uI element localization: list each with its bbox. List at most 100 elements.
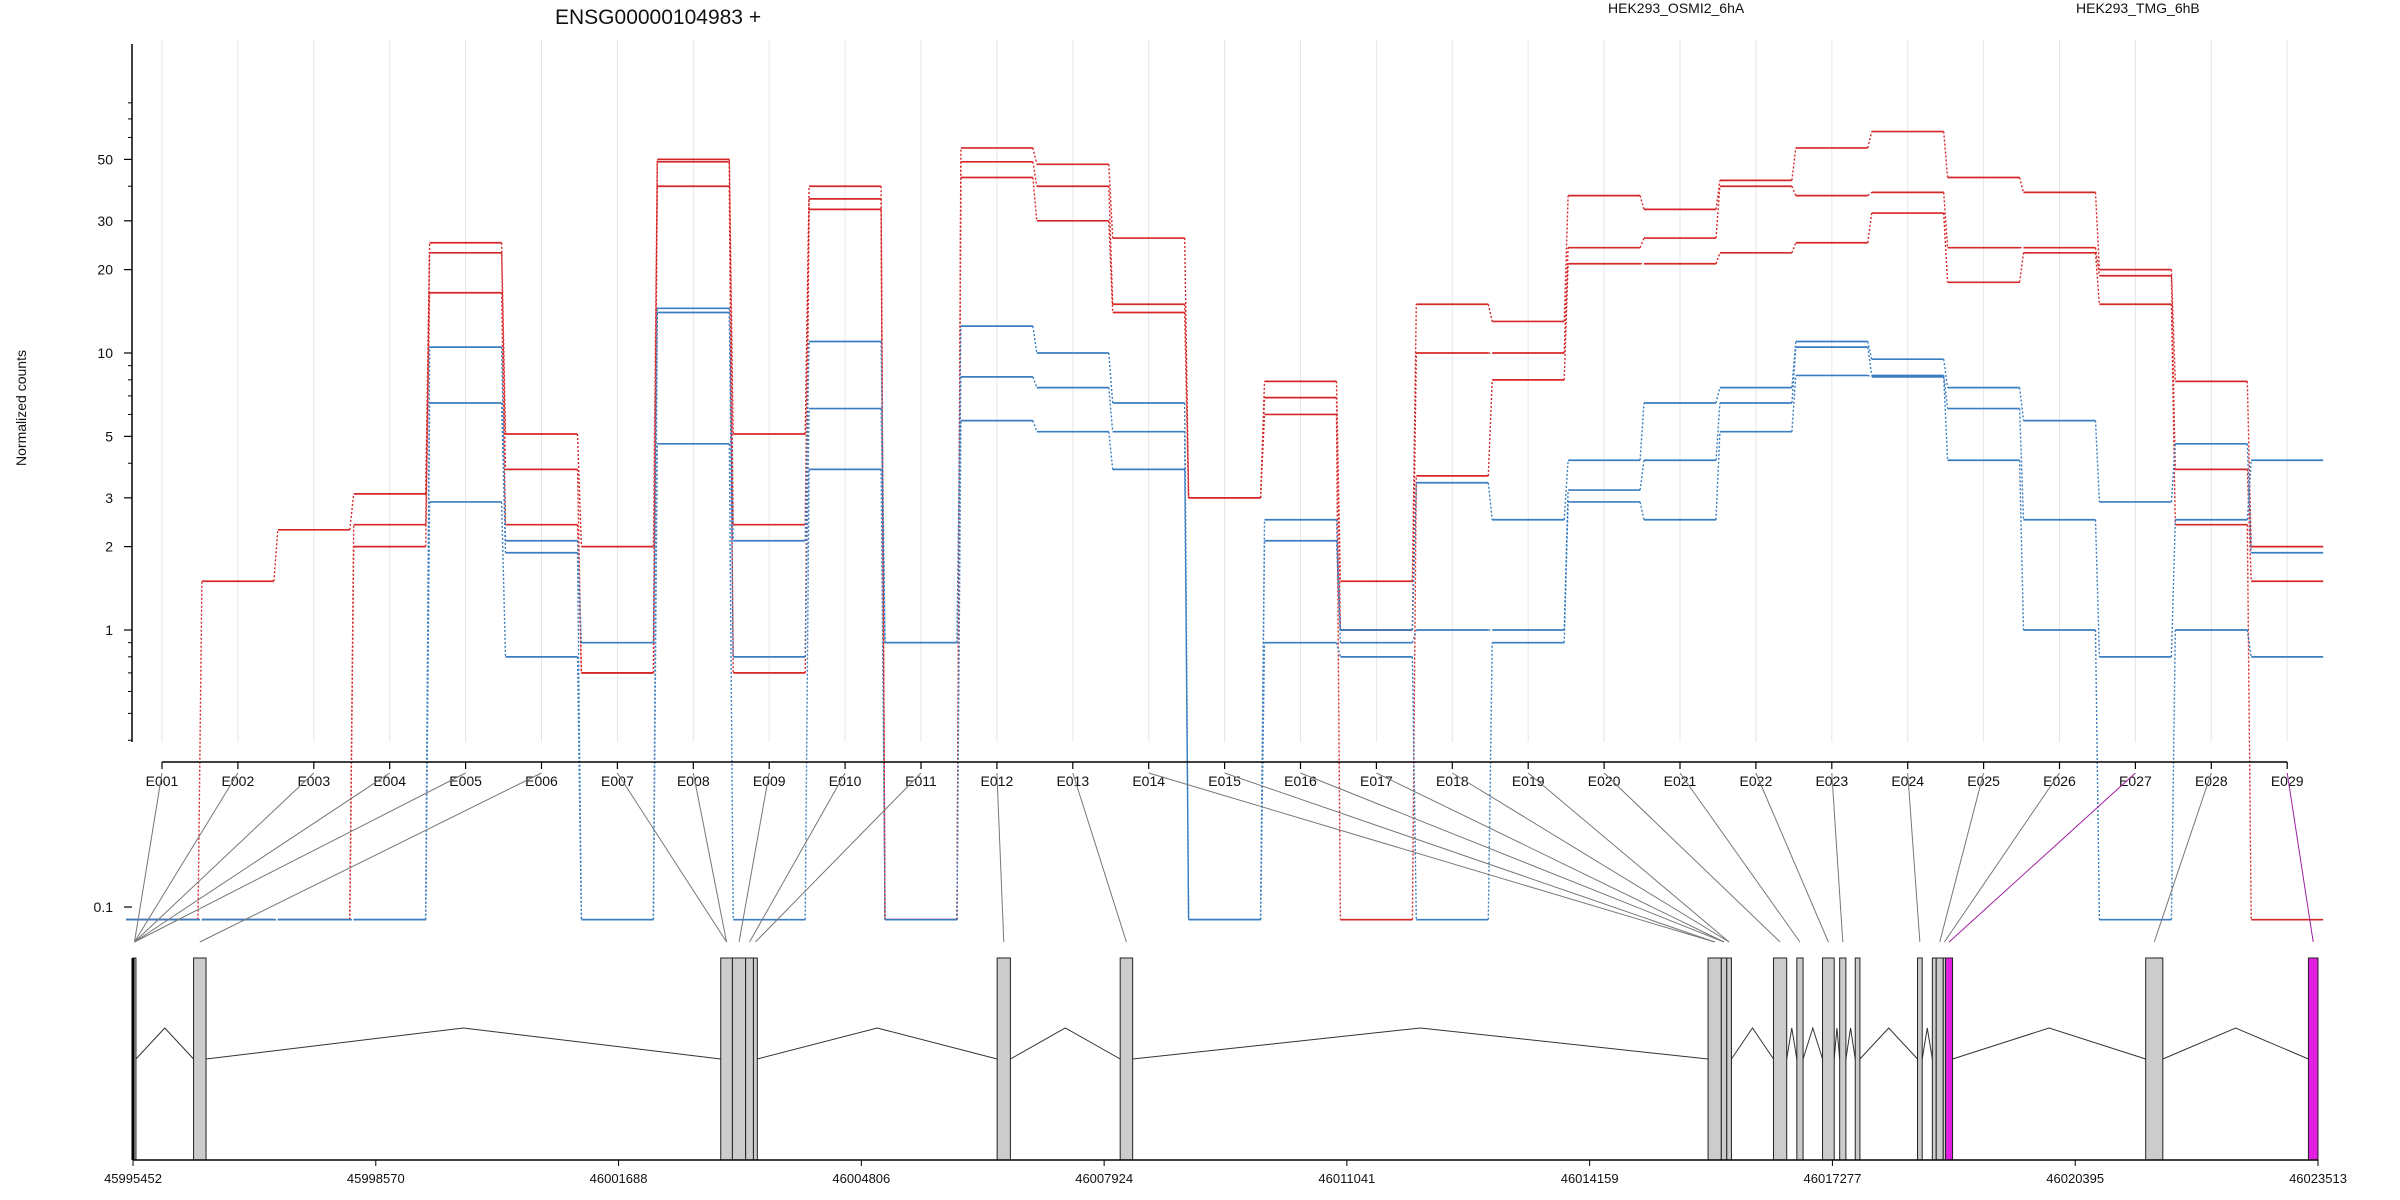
series-connector bbox=[1867, 341, 1873, 360]
series-connector bbox=[1487, 482, 1493, 520]
exon bbox=[193, 957, 207, 1161]
intron bbox=[1132, 1027, 1709, 1060]
gene-model bbox=[131, 957, 2319, 1161]
exon-bin-label: E015 bbox=[1208, 773, 1241, 789]
series-connector bbox=[2170, 269, 2176, 382]
series-connector bbox=[2170, 443, 2176, 502]
intron bbox=[1952, 1027, 2146, 1060]
series-connector bbox=[1943, 131, 1949, 178]
series-connector bbox=[1943, 359, 1949, 388]
series-connector bbox=[652, 443, 658, 920]
series-connector bbox=[1032, 147, 1038, 165]
coord-tick-label: 46023513 bbox=[2289, 1171, 2347, 1186]
series-connector bbox=[804, 341, 810, 541]
series-connector bbox=[2246, 460, 2252, 520]
exon-bin-label: E017 bbox=[1360, 773, 1393, 789]
series-connector bbox=[2018, 252, 2025, 283]
bin-link bbox=[134, 772, 390, 943]
exon bbox=[720, 957, 733, 1161]
gridlines bbox=[161, 40, 2288, 742]
y-axis: 0.1 1 2 3 5 10 20 30 50 bbox=[94, 44, 133, 915]
series-connector bbox=[1032, 326, 1038, 354]
exon-bin-label: E028 bbox=[2195, 773, 2228, 789]
intron bbox=[1859, 1027, 1918, 1060]
bin-link bbox=[1072, 772, 1127, 943]
exon bbox=[1726, 957, 1732, 1161]
chart-title: ENSG00000104983 + bbox=[555, 6, 761, 29]
exon-bin-label: E001 bbox=[146, 773, 179, 789]
intron bbox=[135, 1027, 194, 1060]
series-connector bbox=[804, 186, 810, 435]
series-connector bbox=[1639, 402, 1645, 461]
y-tick-label: 10 bbox=[97, 345, 113, 361]
series-connector bbox=[425, 501, 431, 920]
bin-link bbox=[1755, 772, 1829, 943]
exon-bin-label: E022 bbox=[1740, 773, 1773, 789]
exon-bin-label: E026 bbox=[2043, 773, 2076, 789]
series-connector bbox=[2018, 460, 2025, 631]
series-connector bbox=[2246, 524, 2252, 920]
coord-tick-label: 46014159 bbox=[1561, 1171, 1619, 1186]
series-connector bbox=[1791, 341, 1797, 388]
series-connector bbox=[1411, 656, 1417, 920]
exon bbox=[1707, 957, 1722, 1161]
intron bbox=[1921, 1027, 1933, 1060]
y-tick-label: 20 bbox=[97, 262, 113, 278]
bin-link bbox=[1948, 772, 2136, 943]
exon-bin-label: E027 bbox=[2119, 773, 2152, 789]
series-connector bbox=[1791, 185, 1797, 196]
series-connector bbox=[500, 402, 507, 553]
bin-link bbox=[1939, 772, 1985, 943]
series-connector bbox=[1259, 414, 1266, 498]
series-connector bbox=[956, 177, 962, 920]
bin-link bbox=[1224, 772, 1715, 943]
series-connector bbox=[1259, 397, 1266, 498]
exon bbox=[1796, 957, 1804, 1161]
series-connector bbox=[804, 408, 810, 657]
y-tick-label: 1 bbox=[105, 622, 113, 638]
exon bbox=[745, 957, 754, 1161]
series-connector bbox=[1411, 482, 1417, 631]
exon bbox=[1720, 957, 1728, 1161]
series-connector bbox=[1791, 242, 1797, 254]
series-connector bbox=[1487, 304, 1493, 322]
exon-bin-label: E019 bbox=[1512, 773, 1545, 789]
bin-to-exon-links bbox=[133, 772, 2314, 943]
intron bbox=[1833, 1027, 1841, 1060]
intron bbox=[205, 1027, 721, 1060]
bin-link bbox=[134, 772, 466, 943]
series-connector bbox=[728, 443, 734, 920]
bin-link bbox=[616, 772, 727, 943]
series-connector bbox=[1639, 237, 1645, 248]
bin-link bbox=[1527, 772, 1730, 943]
intron bbox=[1802, 1026, 1824, 1060]
exon-bin-label: E006 bbox=[525, 773, 558, 789]
series-connector bbox=[804, 469, 810, 920]
exon bbox=[1935, 957, 1944, 1161]
bin-link bbox=[1148, 772, 1715, 943]
series-lines bbox=[126, 130, 2324, 921]
exon-bin-label: E029 bbox=[2271, 773, 2304, 789]
intron bbox=[2162, 1027, 2309, 1060]
series-connector bbox=[1184, 238, 1190, 498]
exon bbox=[996, 957, 1011, 1161]
series-connector bbox=[1639, 195, 1645, 210]
bin-link bbox=[2153, 772, 2212, 943]
series-connector bbox=[2018, 408, 2025, 520]
series-connector bbox=[2018, 177, 2025, 193]
series-connector bbox=[1487, 642, 1493, 920]
series-connector bbox=[728, 186, 734, 673]
bin-link bbox=[134, 772, 239, 943]
y-axis-label: Normalized counts bbox=[13, 350, 29, 466]
coord-tick-label: 45998570 bbox=[347, 1171, 405, 1186]
series-connector bbox=[576, 540, 583, 643]
series-connector bbox=[2170, 304, 2176, 525]
series-connector bbox=[1032, 177, 1038, 221]
series-connector bbox=[1791, 347, 1797, 404]
exon-bin-label: E025 bbox=[1967, 773, 2000, 789]
series-connector bbox=[2018, 387, 2025, 421]
series-connector bbox=[1335, 397, 1342, 631]
series-connector bbox=[1943, 376, 1949, 461]
series-connector bbox=[1943, 192, 1949, 248]
